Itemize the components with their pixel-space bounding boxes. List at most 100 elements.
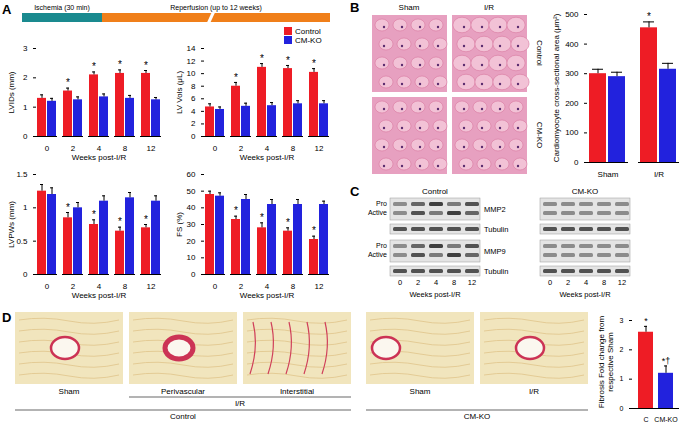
svg-text:400: 400 xyxy=(565,40,579,49)
svg-text:I/R: I/R xyxy=(484,3,494,12)
svg-text:500: 500 xyxy=(565,10,579,19)
svg-text:*: * xyxy=(118,59,122,70)
svg-text:0: 0 xyxy=(620,405,624,412)
svg-text:0: 0 xyxy=(548,278,552,287)
svg-text:*: * xyxy=(647,11,651,22)
svg-text:MMP2: MMP2 xyxy=(484,205,506,214)
svg-text:Control: Control xyxy=(170,412,196,421)
svg-text:3: 3 xyxy=(620,317,624,324)
svg-text:Sham: Sham xyxy=(410,387,431,396)
svg-text:D: D xyxy=(2,310,11,325)
svg-text:2: 2 xyxy=(191,119,196,128)
svg-text:Tubulin: Tubulin xyxy=(484,225,508,234)
svg-text:Ischemia (30 min): Ischemia (30 min) xyxy=(34,4,90,12)
svg-text:I/R: I/R xyxy=(235,399,245,408)
svg-text:20: 20 xyxy=(187,237,196,246)
svg-text:Weeks post-I/R: Weeks post-I/R xyxy=(72,153,127,162)
svg-text:Reperfusion (up to 12 weeks): Reperfusion (up to 12 weeks) xyxy=(170,4,261,12)
svg-text:8: 8 xyxy=(452,278,456,287)
svg-text:8: 8 xyxy=(602,278,606,287)
svg-text:30: 30 xyxy=(187,220,196,229)
svg-text:12: 12 xyxy=(315,144,324,153)
svg-text:Sham: Sham xyxy=(598,170,619,179)
svg-text:Weeks post-I/R: Weeks post-I/R xyxy=(72,291,127,300)
svg-text:0: 0 xyxy=(213,282,218,291)
svg-text:Sham: Sham xyxy=(399,3,420,12)
svg-text:CM-KO: CM-KO xyxy=(464,412,491,421)
svg-text:*: * xyxy=(144,60,148,71)
svg-text:2: 2 xyxy=(620,346,624,353)
svg-text:0: 0 xyxy=(191,270,196,279)
svg-text:Pro: Pro xyxy=(376,200,387,207)
svg-text:2: 2 xyxy=(566,278,570,287)
svg-text:1: 1 xyxy=(620,375,624,382)
svg-text:200: 200 xyxy=(565,99,579,108)
svg-text:50: 50 xyxy=(187,187,196,196)
svg-text:Active: Active xyxy=(368,209,387,216)
svg-text:4: 4 xyxy=(191,107,196,116)
svg-text:C: C xyxy=(350,184,360,199)
svg-text:12: 12 xyxy=(315,282,324,291)
svg-text:*: * xyxy=(92,209,96,220)
svg-text:Control: Control xyxy=(422,187,448,196)
svg-text:40: 40 xyxy=(187,203,196,212)
svg-text:*: * xyxy=(234,205,238,216)
svg-text:0: 0 xyxy=(398,278,402,287)
svg-text:3: 3 xyxy=(23,44,28,53)
svg-text:*: * xyxy=(118,216,122,227)
svg-text:60: 60 xyxy=(187,170,196,179)
svg-text:1.5: 1.5 xyxy=(16,170,28,179)
svg-text:CM-KO: CM-KO xyxy=(572,187,599,196)
svg-text:*: * xyxy=(144,214,148,225)
svg-text:1: 1 xyxy=(23,203,28,212)
svg-text:Control: Control xyxy=(535,40,544,66)
svg-text:Perivascular: Perivascular xyxy=(161,387,205,396)
svg-text:*: * xyxy=(312,58,316,69)
svg-text:MMP9: MMP9 xyxy=(484,247,506,256)
svg-text:12: 12 xyxy=(618,278,626,287)
svg-text:0: 0 xyxy=(45,282,50,291)
svg-text:0: 0 xyxy=(213,144,218,153)
svg-text:*: * xyxy=(66,77,70,88)
svg-text:Weeks post-I/R: Weeks post-I/R xyxy=(240,291,295,300)
svg-text:*: * xyxy=(312,225,316,236)
svg-text:8: 8 xyxy=(191,82,196,91)
svg-text:CM-KO: CM-KO xyxy=(654,416,678,423)
svg-text:Weeks post-I/R: Weeks post-I/R xyxy=(409,290,461,299)
svg-text:4: 4 xyxy=(584,278,588,287)
svg-text:0: 0 xyxy=(23,132,28,141)
svg-text:6: 6 xyxy=(191,94,196,103)
svg-text:0.5: 0.5 xyxy=(16,237,28,246)
svg-text:10: 10 xyxy=(187,69,196,78)
svg-text:2: 2 xyxy=(23,73,28,82)
svg-text:*: * xyxy=(286,217,290,228)
svg-text:*: * xyxy=(260,53,264,64)
svg-text:12: 12 xyxy=(187,57,196,66)
svg-text:Weeks post-I/R: Weeks post-I/R xyxy=(559,290,611,299)
svg-text:Interstitial: Interstitial xyxy=(280,387,314,396)
svg-text:12: 12 xyxy=(147,282,156,291)
svg-text:I/R: I/R xyxy=(529,387,539,396)
svg-text:FS (%): FS (%) xyxy=(175,212,184,237)
svg-text:0: 0 xyxy=(574,158,579,167)
svg-text:14: 14 xyxy=(187,44,196,53)
svg-text:Weeks post-I/R: Weeks post-I/R xyxy=(240,153,295,162)
svg-text:300: 300 xyxy=(565,69,579,78)
svg-text:0: 0 xyxy=(45,144,50,153)
svg-text:*: * xyxy=(234,72,238,83)
svg-text:LVIDs (mm): LVIDs (mm) xyxy=(7,71,16,113)
svg-text:4: 4 xyxy=(434,278,438,287)
svg-text:100: 100 xyxy=(565,128,579,137)
svg-text:*: * xyxy=(66,202,70,213)
svg-text:1: 1 xyxy=(23,103,28,112)
svg-text:*: * xyxy=(644,316,648,326)
svg-text:I/R: I/R xyxy=(654,170,664,179)
svg-text:10: 10 xyxy=(187,253,196,262)
svg-text:12: 12 xyxy=(468,278,476,287)
svg-text:LVPWs (mm): LVPWs (mm) xyxy=(7,201,16,248)
svg-text:*: * xyxy=(286,55,290,66)
svg-text:Pro: Pro xyxy=(376,242,387,249)
svg-text:LV Vols (μL): LV Vols (μL) xyxy=(175,71,184,114)
svg-text:Active: Active xyxy=(368,251,387,258)
svg-text:*†: *† xyxy=(662,356,671,366)
